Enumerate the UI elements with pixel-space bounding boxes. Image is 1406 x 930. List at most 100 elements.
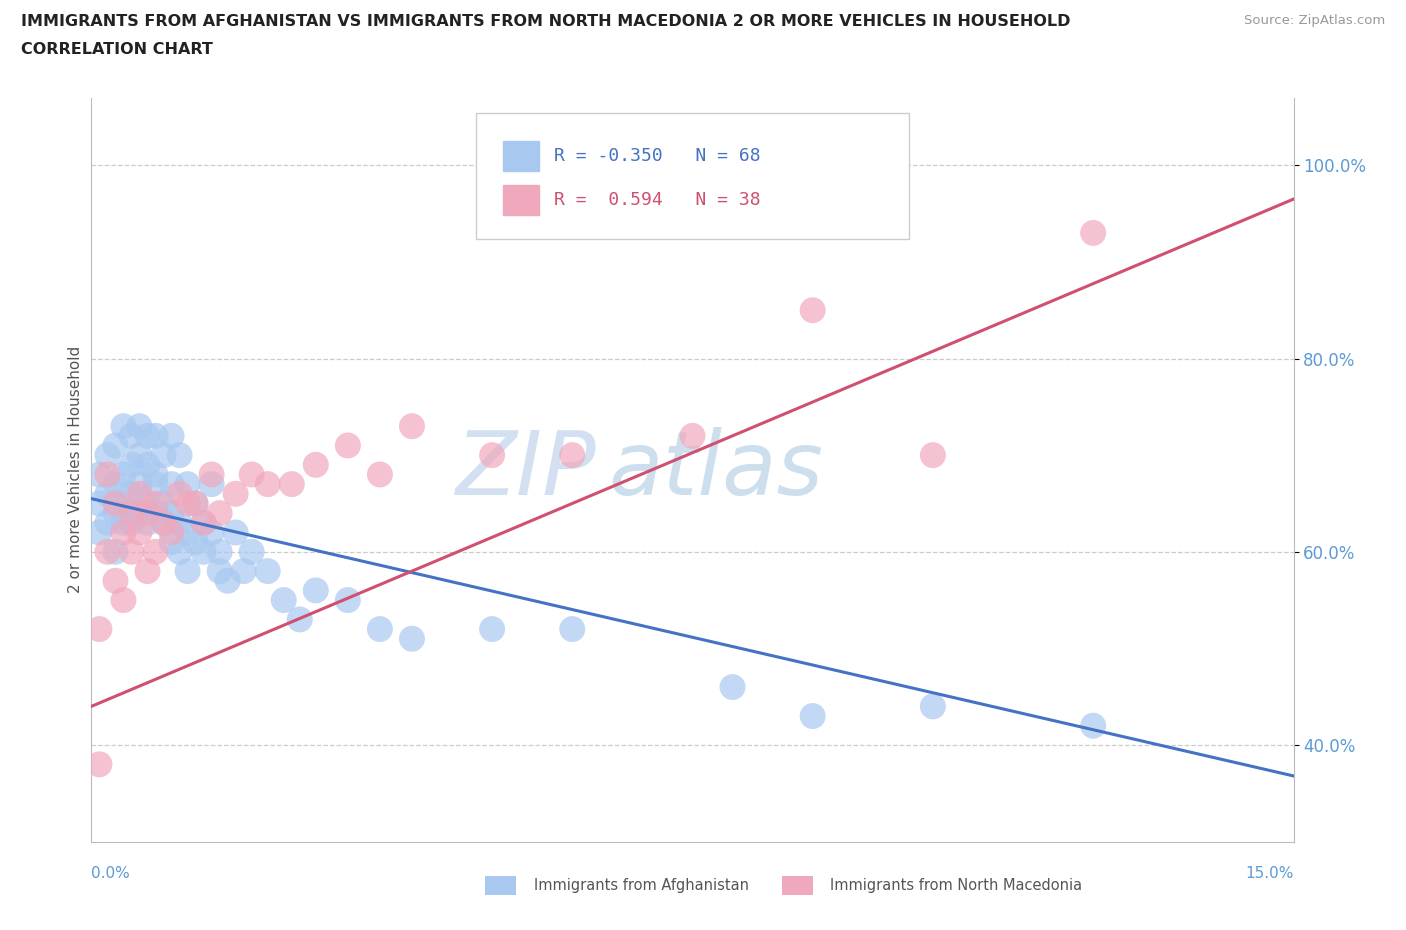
- Point: [481, 447, 503, 462]
- Point: [136, 429, 159, 444]
- Point: [160, 429, 183, 444]
- Point: [201, 467, 224, 482]
- Point: [169, 447, 191, 462]
- Point: [561, 447, 583, 462]
- Point: [128, 447, 150, 462]
- Point: [401, 418, 423, 433]
- Point: [184, 496, 207, 511]
- Point: [128, 418, 150, 433]
- Point: [225, 486, 247, 501]
- Point: [104, 477, 127, 492]
- Point: [104, 438, 127, 453]
- Point: [112, 592, 135, 607]
- Point: [305, 583, 328, 598]
- Point: [104, 496, 127, 511]
- Point: [922, 447, 945, 462]
- Point: [208, 544, 231, 559]
- Point: [208, 506, 231, 521]
- Point: [89, 467, 111, 482]
- Point: [176, 496, 198, 511]
- Point: [136, 458, 159, 472]
- Point: [121, 515, 143, 530]
- Point: [801, 303, 824, 318]
- Point: [160, 525, 183, 540]
- Point: [201, 477, 224, 492]
- Point: [96, 544, 118, 559]
- Text: Immigrants from North Macedonia: Immigrants from North Macedonia: [830, 878, 1081, 893]
- Point: [336, 592, 359, 607]
- Point: [152, 447, 174, 462]
- Point: [112, 496, 135, 511]
- Point: [145, 477, 167, 492]
- Point: [96, 447, 118, 462]
- Point: [184, 535, 207, 550]
- Point: [240, 467, 263, 482]
- Point: [112, 515, 135, 530]
- Point: [273, 592, 295, 607]
- Text: ZIP: ZIP: [456, 427, 596, 512]
- Point: [368, 467, 391, 482]
- Point: [1083, 225, 1105, 240]
- Text: 15.0%: 15.0%: [1246, 866, 1294, 881]
- Point: [256, 477, 278, 492]
- Point: [368, 621, 391, 636]
- Point: [104, 573, 127, 588]
- Point: [136, 564, 159, 578]
- Point: [721, 680, 744, 695]
- Point: [169, 544, 191, 559]
- Point: [681, 429, 703, 444]
- Text: Immigrants from Afghanistan: Immigrants from Afghanistan: [534, 878, 749, 893]
- Point: [145, 467, 167, 482]
- Point: [89, 757, 111, 772]
- Point: [145, 429, 167, 444]
- Point: [112, 467, 135, 482]
- Text: Source: ZipAtlas.com: Source: ZipAtlas.com: [1244, 14, 1385, 27]
- Text: R = -0.350   N = 68: R = -0.350 N = 68: [554, 147, 761, 165]
- Point: [305, 458, 328, 472]
- Point: [145, 496, 167, 511]
- Point: [128, 525, 150, 540]
- FancyBboxPatch shape: [477, 113, 908, 239]
- Point: [256, 564, 278, 578]
- Point: [128, 486, 150, 501]
- Text: atlas: atlas: [609, 427, 823, 512]
- Point: [160, 477, 183, 492]
- Point: [240, 544, 263, 559]
- Point: [112, 418, 135, 433]
- Point: [121, 486, 143, 501]
- Point: [281, 477, 304, 492]
- Point: [89, 621, 111, 636]
- Point: [121, 506, 143, 521]
- Point: [176, 525, 198, 540]
- Point: [176, 477, 198, 492]
- Point: [1083, 718, 1105, 733]
- Point: [145, 506, 167, 521]
- Text: IMMIGRANTS FROM AFGHANISTAN VS IMMIGRANTS FROM NORTH MACEDONIA 2 OR MORE VEHICLE: IMMIGRANTS FROM AFGHANISTAN VS IMMIGRANT…: [21, 14, 1070, 29]
- Point: [152, 515, 174, 530]
- Point: [208, 564, 231, 578]
- Point: [104, 544, 127, 559]
- Point: [89, 525, 111, 540]
- Point: [96, 467, 118, 482]
- Text: 0.0%: 0.0%: [91, 866, 131, 881]
- Point: [561, 621, 583, 636]
- Point: [193, 515, 215, 530]
- Point: [96, 515, 118, 530]
- Point: [128, 506, 150, 521]
- Point: [217, 573, 239, 588]
- Point: [128, 477, 150, 492]
- Point: [152, 496, 174, 511]
- Point: [121, 544, 143, 559]
- Point: [145, 544, 167, 559]
- Point: [136, 496, 159, 511]
- Point: [401, 631, 423, 646]
- Point: [801, 709, 824, 724]
- Point: [201, 525, 224, 540]
- Point: [169, 486, 191, 501]
- Point: [160, 535, 183, 550]
- Point: [225, 525, 247, 540]
- Point: [112, 525, 135, 540]
- Point: [89, 496, 111, 511]
- Point: [96, 486, 118, 501]
- Point: [160, 506, 183, 521]
